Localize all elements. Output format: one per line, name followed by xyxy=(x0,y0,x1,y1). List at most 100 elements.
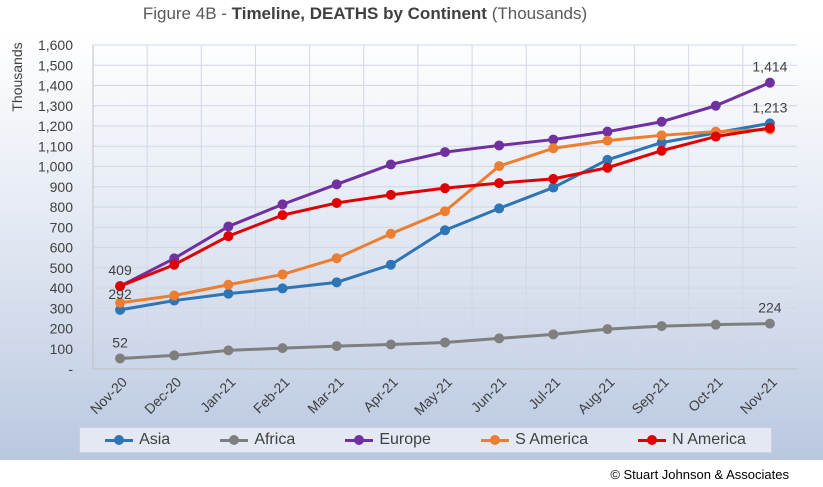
legend-swatch-s-america xyxy=(481,434,510,446)
y-axis-label: Thousands xyxy=(9,42,25,111)
x-tick-label: Mar-21 xyxy=(304,374,347,417)
legend-label: S America xyxy=(515,431,588,448)
data-point-africa xyxy=(548,329,559,340)
y-tick-label: 700 xyxy=(50,219,74,235)
data-point-n-america xyxy=(115,281,126,292)
data-point-asia xyxy=(548,182,559,193)
data-point-europe xyxy=(494,140,505,151)
title-prefix: Figure 4B - xyxy=(142,4,232,23)
data-point-europe xyxy=(385,159,396,170)
series-n-america xyxy=(115,123,775,292)
legend-item-africa: Africa xyxy=(220,431,295,449)
data-point-africa xyxy=(440,337,450,348)
chart-title: Figure 4B - Timeline, DEATHS by Continen… xyxy=(0,4,730,24)
credit-text: © Stuart Johnson & Associates xyxy=(610,467,789,482)
legend-item-n-america: N America xyxy=(638,431,746,449)
data-point-europe xyxy=(277,199,288,210)
data-point-s-america xyxy=(656,130,667,141)
data-point-africa xyxy=(385,339,396,350)
data-point-n-america xyxy=(602,162,613,173)
y-tick-label: 200 xyxy=(50,321,74,337)
data-point-s-america xyxy=(331,253,342,264)
data-point-asia xyxy=(440,225,450,236)
y-tick-label: 400 xyxy=(50,280,74,296)
data-point-n-america xyxy=(331,197,342,208)
x-tick-label: Feb-21 xyxy=(250,374,293,417)
data-point-africa xyxy=(115,353,126,364)
data-point-asia xyxy=(385,259,396,270)
data-point-asia xyxy=(223,288,234,299)
x-tick-label: Nov-20 xyxy=(87,374,130,417)
legend-label: Asia xyxy=(139,431,171,448)
y-tick-label: 100 xyxy=(50,341,74,357)
x-tick-label: Sep-21 xyxy=(628,374,671,417)
data-point-africa xyxy=(710,319,721,330)
data-point-n-america xyxy=(656,145,667,156)
data-point-n-america xyxy=(494,178,505,189)
x-tick-label: Apr-21 xyxy=(360,374,401,415)
y-tick-label: 800 xyxy=(50,199,74,215)
data-point-europe xyxy=(223,221,234,232)
data-point-europe xyxy=(656,116,667,127)
data-point-n-america xyxy=(223,231,234,242)
legend-item-s-america: S America xyxy=(481,431,588,449)
x-tick-label: Aug-21 xyxy=(574,374,617,417)
data-label: 409 xyxy=(108,262,132,278)
x-tick-label: Oct-21 xyxy=(685,374,726,415)
data-point-africa xyxy=(169,350,180,361)
data-point-n-america xyxy=(277,210,288,221)
x-tick-label: Jan-21 xyxy=(197,374,239,416)
data-point-s-america xyxy=(169,290,180,301)
data-label: 224 xyxy=(758,300,782,316)
y-tick-label: 600 xyxy=(50,240,74,256)
data-point-n-america xyxy=(440,183,450,194)
legend-label: N America xyxy=(672,431,746,448)
x-tick-label: Jun-21 xyxy=(468,374,510,416)
y-tick-label: 500 xyxy=(50,260,74,276)
data-point-s-america xyxy=(385,228,396,239)
legend-item-europe: Europe xyxy=(345,431,431,449)
data-point-europe xyxy=(764,77,775,88)
data-label: 1,414 xyxy=(752,59,787,75)
x-tick-labels: Nov-20 Dec-20 Jan-21 Feb-21 Mar-21 Apr-21 May-… xyxy=(87,374,780,418)
legend: Asia Africa Europe S America N America xyxy=(79,427,772,453)
data-point-africa xyxy=(602,324,613,335)
data-point-africa xyxy=(223,345,234,356)
y-tick-label: 1,600 xyxy=(38,37,73,53)
data-point-n-america xyxy=(764,123,775,134)
legend-label: Europe xyxy=(379,431,431,448)
data-point-africa xyxy=(494,333,505,344)
data-point-n-america xyxy=(169,259,180,270)
y-tick-label: 1,300 xyxy=(38,98,73,114)
data-point-s-america xyxy=(277,269,288,280)
y-tick-label: 300 xyxy=(50,300,74,316)
y-tick-label: 1,500 xyxy=(38,57,73,73)
data-point-asia xyxy=(331,277,342,288)
legend-swatch-asia xyxy=(105,434,134,446)
data-point-s-america xyxy=(602,135,613,146)
y-tick-label: 1,400 xyxy=(38,78,73,94)
data-point-s-america xyxy=(494,161,505,172)
data-point-s-america xyxy=(548,143,559,154)
data-point-asia xyxy=(277,283,288,294)
data-point-europe xyxy=(710,100,721,111)
x-tick-label: Jul-21 xyxy=(525,374,563,412)
y-tick-label: 1,100 xyxy=(38,138,73,154)
title-bold: Timeline, DEATHS by Continent xyxy=(231,4,487,23)
y-tick-label: - xyxy=(68,361,73,377)
data-point-africa xyxy=(764,318,775,329)
data-point-africa xyxy=(656,321,667,332)
legend-item-asia: Asia xyxy=(105,431,170,449)
y-tick-label: 1,000 xyxy=(38,159,73,175)
data-point-europe xyxy=(331,179,342,190)
data-point-s-america xyxy=(440,206,450,217)
y-tick-labels: - 100 200 300 400 500 600 700 800 900 1,000 1,100 1,… xyxy=(38,37,73,377)
data-label: 292 xyxy=(108,286,132,302)
legend-swatch-n-america xyxy=(638,434,667,446)
data-point-n-america xyxy=(548,173,559,184)
data-point-n-america xyxy=(385,189,396,200)
data-label: 1,213 xyxy=(752,99,787,115)
data-label: 52 xyxy=(112,334,128,350)
data-point-n-america xyxy=(710,131,721,142)
